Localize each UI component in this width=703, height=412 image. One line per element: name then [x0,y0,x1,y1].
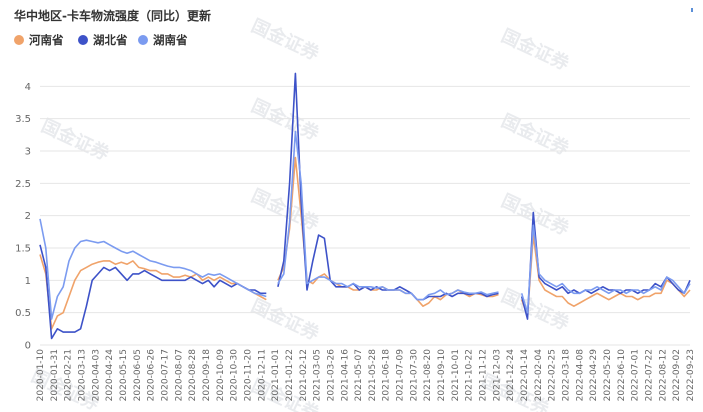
chart-title: 华中地区-卡车物流强度（同比）更新 [14,8,211,23]
x-tick-label: 2022-02-25 [548,349,558,401]
x-tick-label: 2020-09-18 [202,349,212,402]
gridlines [40,85,690,346]
x-tick-label: 2020-10-09 [216,349,226,402]
x-tick-label: 2020-06-05 [133,349,143,401]
x-tick-label: 2020-10-30 [230,349,240,402]
x-tick-label: 2021-01-22 [285,349,295,401]
x-tick-label: 2021-06-18 [382,349,392,402]
y-tick-label: 2 [25,211,31,222]
x-tick-label: 2020-04-03 [91,349,101,401]
x-tick-label: 2022-07-22 [645,349,655,401]
x-tick-label: 2022-05-20 [603,349,613,402]
y-tick-label: 2.5 [15,179,31,190]
legend-marker [138,35,148,45]
y-tick-label: 3 [25,147,31,158]
x-tick-label: 2021-12-24 [506,349,516,402]
x-tick-label: 2022-07-01 [631,349,641,401]
x-tick-label: 2020-02-21 [64,349,74,401]
x-tick-label: 2021-01-01 [271,349,281,401]
x-tick-label: 2021-10-22 [465,349,475,401]
x-tick-label: 2021-11-12 [479,349,489,401]
x-tick-label: 2020-12-11 [257,349,267,401]
x-tick-label: 2022-01-14 [520,349,530,402]
x-tick-label: 2020-04-24 [105,349,115,402]
legend-marker [14,35,24,45]
x-axis: 2020-01-10 2020-01-31 2020-02-21 2020-03-13… [36,349,696,402]
y-axis: 0 0.5 1 1.5 2 2.5 3 3.5 4 [15,82,31,352]
legend-marker [78,35,88,45]
x-tick-label: 2022-02-04 [534,349,544,402]
x-tick-label: 2021-12-03 [492,349,502,401]
x-tick-label: 2022-09-02 [672,349,682,401]
x-tick-label: 2020-08-28 [188,349,198,402]
legend-label: 湖南省 [153,33,188,47]
x-tick-label: 2022-04-29 [589,349,599,402]
legend-label: 河南省 [29,33,64,47]
x-tick-label: 2020-01-31 [50,349,60,401]
x-tick-label: 2020-07-17 [160,349,170,401]
x-tick-label: 2020-01-10 [36,349,46,402]
y-tick-label: 0.5 [15,308,31,319]
x-tick-label: 2021-10-01 [451,349,461,401]
legend-label: 湖北省 [93,33,128,47]
y-tick-label: 3.5 [15,114,31,125]
x-tick-label: 2021-05-07 [354,349,364,401]
x-tick-label: 2022-08-12 [658,349,668,401]
x-tick-label: 2020-06-26 [147,349,157,402]
legend: 河南省 湖北省 湖南省 [14,33,188,47]
x-tick-label: 2021-04-16 [340,349,350,402]
x-tick-label: 2021-03-05 [313,349,323,401]
x-tick-label: 2020-03-13 [77,349,87,401]
y-tick-label: 1 [25,276,31,287]
x-tick-label: 2021-07-09 [396,349,406,402]
x-tick-label: 2020-05-15 [119,349,129,401]
x-tick-label: 2022-03-18 [562,349,572,402]
x-tick-label: 2021-02-12 [299,349,309,401]
x-tick-label: 2022-09-23 [686,349,696,401]
y-tick-label: 4 [25,82,31,93]
x-tick-label: 2021-09-10 [437,349,447,402]
series-lines [39,72,691,340]
y-tick-label: 0 [25,341,31,352]
x-tick-label: 2020-08-07 [174,349,184,401]
y-tick-label: 1.5 [15,244,31,255]
x-tick-label: 2021-03-26 [326,349,336,402]
x-tick-label: 2021-08-20 [423,349,433,402]
x-tick-label: 2022-06-10 [617,349,627,402]
x-tick-label: 2021-07-30 [409,349,419,402]
x-tick-label: 2020-11-20 [243,349,253,402]
series-line [39,130,691,320]
x-tick-label: 2021-05-28 [368,349,378,402]
x-tick-label: 2022-04-08 [575,349,585,402]
